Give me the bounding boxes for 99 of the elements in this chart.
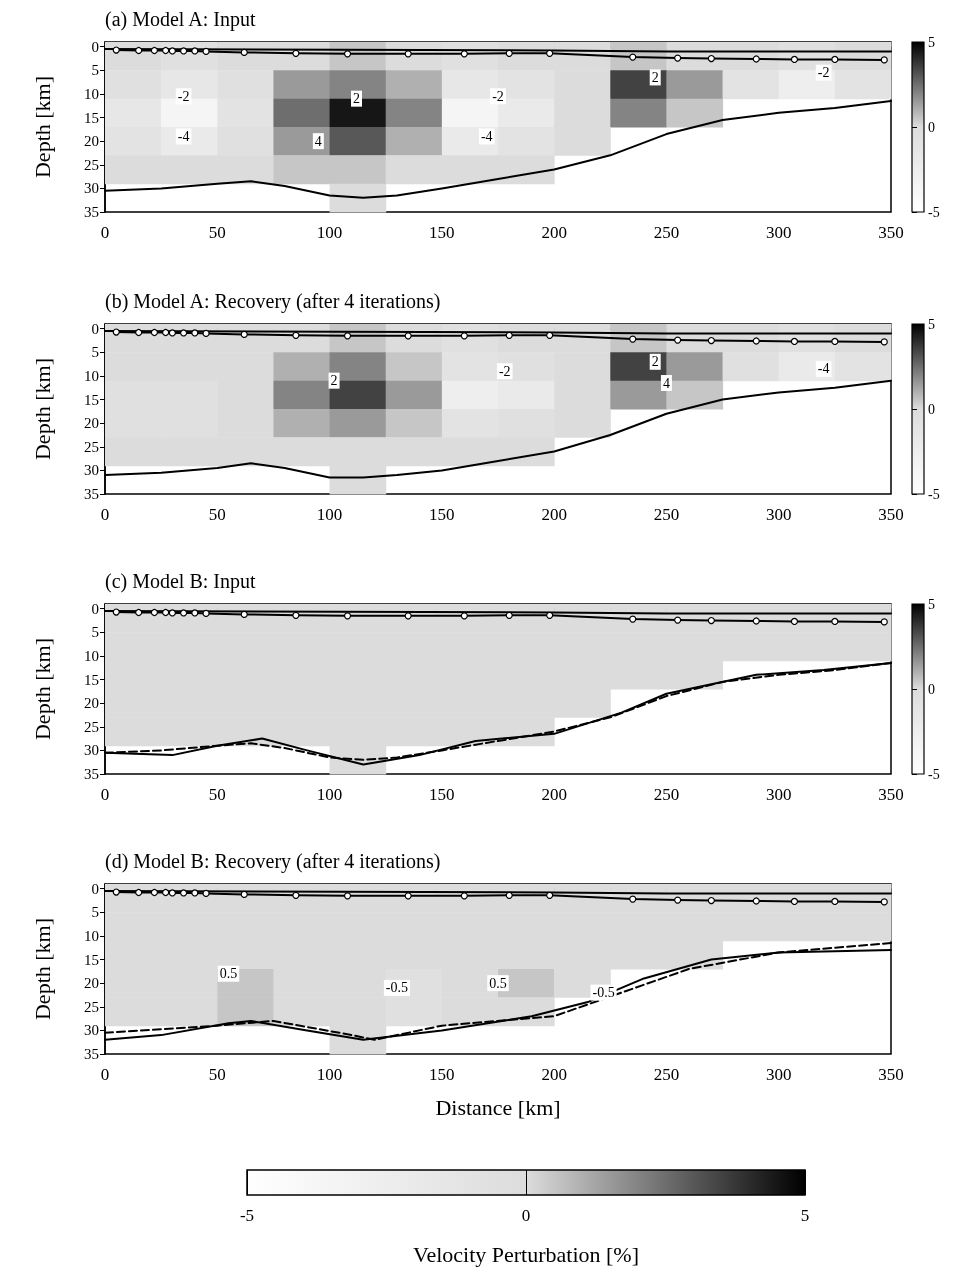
color-bar-label: 5 [800,1206,810,1225]
annotation: 4 [314,133,322,149]
annotation: -0.5 [385,980,409,996]
x-tick-label: 350 [878,785,904,804]
x-tick-label: 200 [541,1065,567,1084]
x-tick-label: 150 [429,223,455,242]
x-tick-label: 300 [765,505,792,524]
annotation: -2 [817,65,830,81]
x-tick-label: 50 [208,1065,226,1084]
color-bar-label: 0 [928,119,935,135]
y-tick-label: 20 [84,415,99,432]
x-tick-label: 50 [208,505,226,524]
annotation: -2 [498,363,511,379]
x-tick-label: 350 [878,223,904,242]
color-bar-label: 5 [928,596,935,612]
color-bar-label: 5 [928,34,935,50]
y-tick-label: 10 [84,927,99,944]
annotation: -0.5 [592,985,615,1001]
color-bar-label: -5 [928,766,940,782]
color-bar-label: 0 [521,1206,531,1225]
x-tick-label: 200 [541,223,567,242]
annotation: 0.5 [219,966,238,982]
y-tick-label: 25 [84,998,99,1015]
annotation: -4 [817,361,830,377]
y-axis-title: Depth [km] [29,917,55,1021]
annotation: -2 [177,88,190,104]
annotation: 2 [330,373,338,389]
annotation: -4 [480,128,493,144]
y-tick-label: 35 [84,766,99,782]
y-tick-label: 25 [84,156,99,173]
x-tick-label: 100 [316,1065,343,1084]
y-tick-label: 35 [84,1046,99,1062]
y-tick-label: 25 [84,718,99,735]
x-tick-label: 150 [429,785,455,804]
x-tick-label: 50 [208,223,226,242]
x-tick-label: 250 [653,505,680,524]
y-tick-label: 0 [91,38,99,55]
annotation: 2 [651,354,659,370]
x-tick-label: 250 [653,1065,680,1084]
y-tick-label: 30 [84,1022,99,1039]
y-tick-label: 20 [84,133,99,150]
y-tick-label: 10 [84,367,99,384]
x-tick-label: 100 [316,505,343,524]
y-tick-label: 20 [84,695,99,712]
x-tick-label: 350 [878,1065,904,1084]
y-tick-label: 15 [84,671,99,688]
y-tick-label: 5 [91,62,99,79]
x-tick-label: 50 [208,785,226,804]
y-tick-label: 35 [84,204,99,220]
annotation: 2 [353,91,361,107]
x-tick-label: 150 [429,505,455,524]
chart-title: (d) Model B: Recovery (after 4 iterations) [105,850,441,873]
annotation: 4 [662,375,670,391]
annotation: -4 [177,128,190,144]
y-tick-label: 5 [91,624,99,641]
x-tick-label: 250 [653,223,680,242]
color-bar-title: Velocity Perturbation [%] [412,1241,640,1267]
chart-title: (c) Model B: Input [105,570,256,593]
x-tick-label: 200 [541,505,567,524]
color-bar-label: -5 [928,486,940,502]
y-tick-label: 25 [84,438,99,455]
color-bar-label: -5 [928,204,940,220]
y-axis-title: Depth [km] [29,357,55,461]
y-axis-title: Depth [km] [29,637,55,741]
annotation: -2 [492,88,504,104]
x-tick-label: 250 [653,785,680,804]
x-axis-title: Distance [km] [435,1094,561,1120]
y-tick-label: 5 [91,344,99,361]
x-tick-label: 300 [765,785,792,804]
y-tick-label: 30 [84,742,99,759]
x-tick-label: 300 [765,223,792,242]
y-tick-label: 15 [84,391,99,408]
y-tick-label: 0 [91,880,99,897]
y-tick-label: 15 [84,109,99,126]
y-tick-label: 10 [84,647,99,664]
y-tick-label: 0 [91,600,99,617]
x-tick-label: 350 [878,505,904,524]
chart-title: (b) Model A: Recovery (after 4 iterations) [105,290,441,313]
annotation: 2 [651,69,659,85]
y-tick-label: 35 [84,486,99,502]
x-tick-label: 100 [316,223,343,242]
x-tick-label: 100 [316,785,343,804]
color-bar-label: -5 [239,1206,255,1225]
y-tick-label: 30 [84,462,99,479]
color-bar-label: 5 [928,316,935,332]
x-tick-label: 300 [765,1065,792,1084]
y-tick-label: 30 [84,180,99,197]
y-tick-label: 15 [84,951,99,968]
x-tick-label: 150 [429,1065,455,1084]
annotation: 0.5 [489,975,507,991]
color-bar-label: 0 [928,681,935,697]
y-tick-label: 5 [91,904,99,921]
x-tick-label: 200 [541,785,567,804]
y-tick-label: 20 [84,975,99,992]
color-bar-label: 0 [928,401,935,417]
y-tick-label: 0 [91,320,99,337]
chart-title: (a) Model A: Input [105,8,256,31]
y-axis-title: Depth [km] [29,75,55,179]
y-tick-label: 10 [84,85,99,102]
